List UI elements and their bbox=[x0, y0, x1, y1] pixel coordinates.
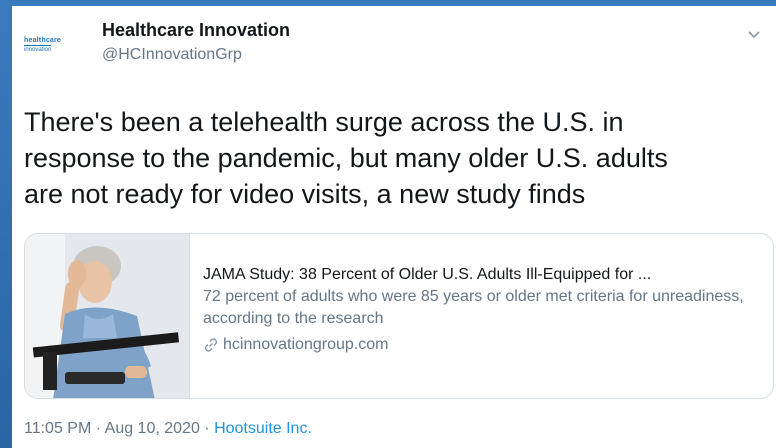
card-domain: hcinnovationgroup.com bbox=[223, 336, 389, 353]
avatar-logo-line2: innovation bbox=[24, 44, 52, 53]
link-icon bbox=[203, 337, 219, 353]
avatar[interactable]: healthcare innovation bbox=[24, 30, 84, 60]
tweet-header: healthcare innovation Healthcare Innovat… bbox=[12, 6, 776, 86]
card-body: JAMA Study: 38 Percent of Older U.S. Adu… bbox=[203, 264, 763, 356]
tweet-text: There's been a telehealth surge across t… bbox=[24, 104, 764, 212]
tweet-meta: 11:05 PM · Aug 10, 2020 · Hootsuite Inc. bbox=[24, 420, 312, 438]
card-description: 72 percent of adults who were 85 years o… bbox=[203, 288, 744, 327]
author-handle[interactable]: @HCInnovationGrp bbox=[102, 46, 242, 63]
link-preview-card[interactable]: JAMA Study: 38 Percent of Older U.S. Adu… bbox=[24, 233, 774, 399]
tweet-container: healthcare innovation Healthcare Innovat… bbox=[12, 6, 776, 448]
avatar-logo-line1: healthcare bbox=[24, 36, 62, 44]
tweet-text-line: There's been a telehealth surge across t… bbox=[24, 107, 624, 137]
tweet-date[interactable]: Aug 10, 2020 bbox=[104, 420, 200, 437]
tweet-text-line: response to the pandemic, but many older… bbox=[24, 143, 668, 173]
chevron-down-icon[interactable] bbox=[746, 26, 762, 42]
card-thumbnail-image bbox=[25, 234, 190, 398]
card-domain-row[interactable]: hcinnovationgroup.com bbox=[203, 334, 763, 356]
card-title[interactable]: JAMA Study: 38 Percent of Older U.S. Adu… bbox=[203, 266, 652, 283]
tweet-time[interactable]: 11:05 PM bbox=[24, 420, 92, 437]
tweet-text-line: are not ready for video visits, a new st… bbox=[24, 179, 586, 209]
meta-separator: · bbox=[91, 420, 105, 437]
meta-separator: · bbox=[199, 420, 215, 437]
tweet-source-link[interactable]: Hootsuite Inc. bbox=[214, 420, 312, 437]
author-display-name[interactable]: Healthcare Innovation bbox=[102, 20, 291, 40]
